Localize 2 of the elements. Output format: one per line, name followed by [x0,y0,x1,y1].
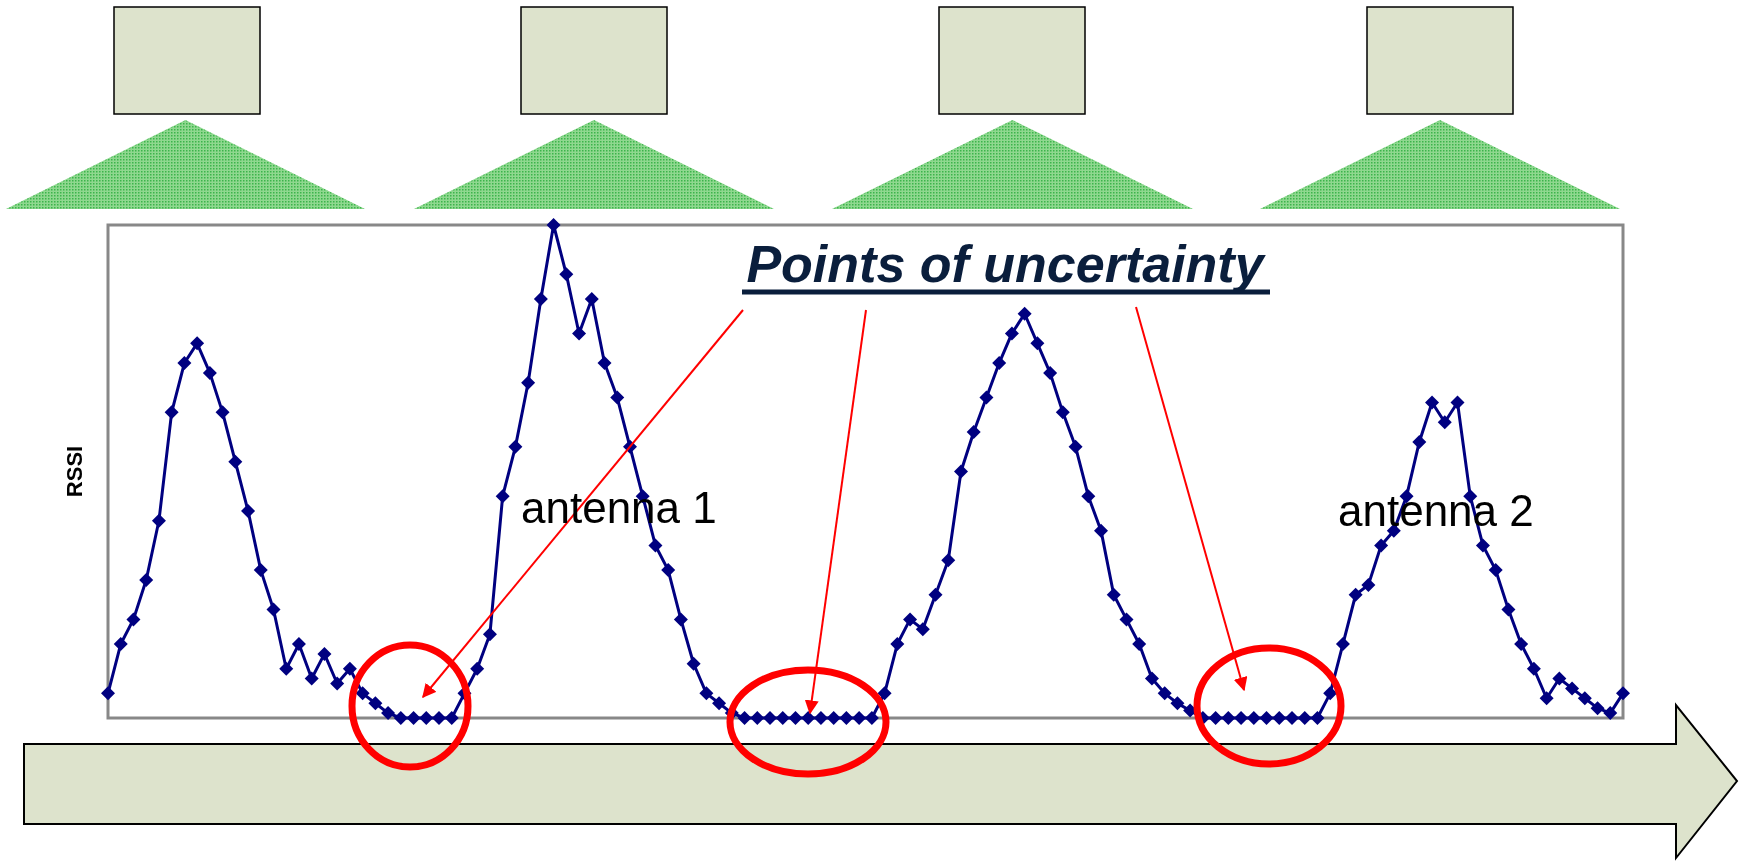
annotation: Points of uncertainty [746,235,1267,293]
y-axis-title: RSSI [62,445,87,498]
